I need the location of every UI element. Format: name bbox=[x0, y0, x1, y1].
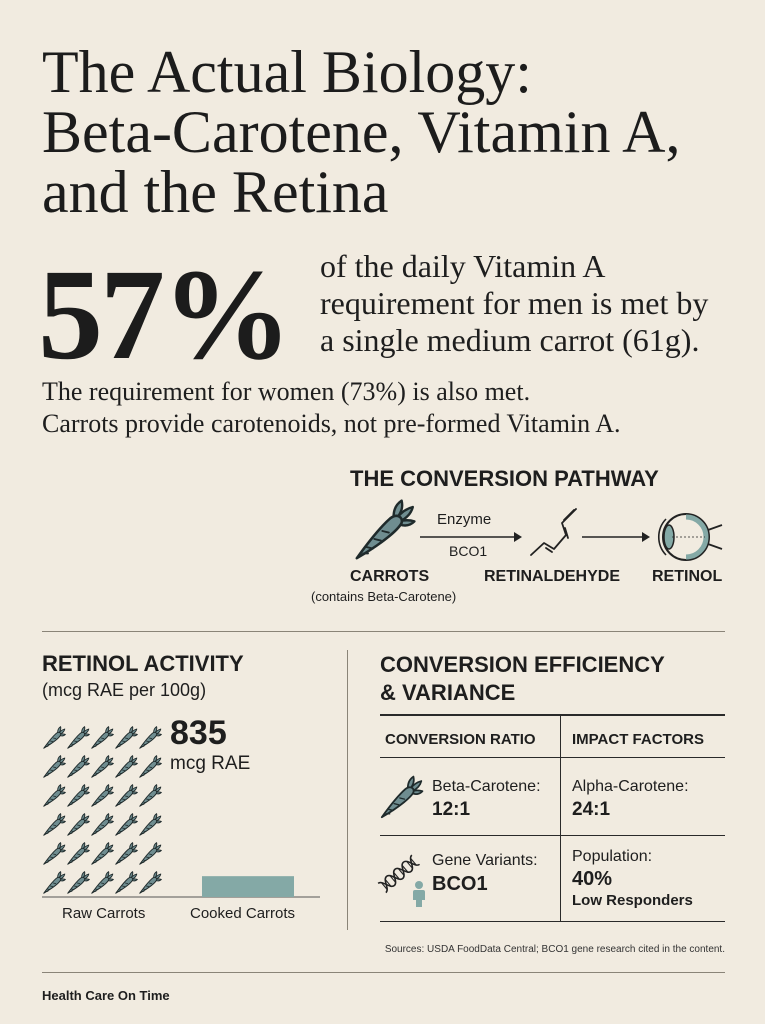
note-line: The requirement for women (73%) is also … bbox=[42, 377, 531, 406]
raw-carrots-icon bbox=[67, 726, 90, 749]
raw-carrots-icon bbox=[67, 871, 90, 894]
raw-carrots-value-label: 835 bbox=[170, 714, 227, 752]
title-line: Beta-Carotene, Vitamin A, bbox=[42, 99, 681, 165]
table-cell-value: 12:1 bbox=[432, 799, 471, 820]
cooked-carrots-bar bbox=[202, 876, 294, 897]
table-cell-value: 40% bbox=[572, 868, 613, 890]
table-header-rule bbox=[380, 757, 725, 758]
table-bottom-rule bbox=[380, 921, 725, 922]
raw-carrots-icon bbox=[43, 842, 66, 865]
raw-carrots-icon bbox=[115, 784, 138, 807]
sources-note: Sources: USDA FoodData Central; BCO1 gen… bbox=[384, 944, 725, 955]
raw-carrots-icon bbox=[115, 813, 138, 836]
headline-stat-description: of the daily Vitamin A requirement for m… bbox=[320, 248, 708, 359]
carrot-icon bbox=[380, 775, 424, 819]
raw-carrots-icon bbox=[91, 755, 114, 778]
raw-carrots-icon bbox=[67, 784, 90, 807]
raw-carrots-unit-label: mcg RAE bbox=[170, 753, 251, 774]
raw-carrots-icon bbox=[139, 784, 162, 807]
table-cell-label: Beta-Carotene: bbox=[432, 778, 541, 795]
table-cell-note: Low Responders bbox=[572, 892, 693, 909]
table-cell-value: BCO1 bbox=[432, 873, 488, 895]
raw-carrots-icon bbox=[43, 755, 66, 778]
raw-carrots-icon bbox=[43, 784, 66, 807]
section-divider bbox=[42, 631, 725, 632]
enzyme-name: BCO1 bbox=[449, 543, 488, 559]
note-paragraph: The requirement for women (73%) is also … bbox=[42, 376, 621, 440]
category-label-cooked: Cooked Carrots bbox=[190, 905, 296, 922]
raw-carrots-icon bbox=[115, 871, 138, 894]
headline-stat-value: 57% bbox=[38, 243, 292, 387]
arrowhead-icon bbox=[514, 532, 522, 542]
note-line: Carrots provide carotenoids, not pre-for… bbox=[42, 409, 621, 438]
category-label-raw: Raw Carrots bbox=[62, 905, 146, 922]
pathway-step-carrots-sublabel: (contains Beta-Carotene) bbox=[311, 589, 457, 604]
footer-divider bbox=[42, 972, 725, 973]
pathway-diagram bbox=[355, 499, 723, 561]
eye-icon bbox=[657, 513, 723, 561]
efficiency-heading-line: & VARIANCE bbox=[380, 680, 516, 705]
table-cell-label: Population: bbox=[572, 848, 653, 865]
chart-subtitle: (mcg RAE per 100g) bbox=[42, 680, 207, 700]
table-header-conversion-ratio: CONVERSION RATIO bbox=[385, 731, 536, 748]
table-cell-label: Alpha-Carotene: bbox=[572, 778, 689, 795]
pathway-step-retinol: RETINOL bbox=[652, 568, 723, 585]
title-line: The Actual Biology: bbox=[42, 39, 532, 105]
raw-carrots-icon bbox=[67, 813, 90, 836]
efficiency-heading-line: CONVERSION EFFICIENCY bbox=[380, 652, 665, 677]
molecule-icon bbox=[530, 508, 577, 556]
headline-line: of the daily Vitamin A bbox=[320, 248, 606, 284]
raw-carrots-icon bbox=[43, 813, 66, 836]
raw-carrots-icon bbox=[67, 755, 90, 778]
pathway-step-carrots: CARROTS bbox=[350, 568, 430, 585]
raw-carrots-icon bbox=[139, 813, 162, 836]
raw-carrots-icon bbox=[91, 813, 114, 836]
table-cell-label: Gene Variants: bbox=[432, 852, 538, 869]
footer-brand: Health Care On Time bbox=[42, 988, 170, 1003]
headline-line: a single medium carrot (61g). bbox=[320, 322, 700, 358]
raw-carrots-icon bbox=[91, 842, 114, 865]
panel-divider bbox=[347, 650, 348, 930]
raw-carrots-icon bbox=[115, 755, 138, 778]
title-line: and the Retina bbox=[42, 159, 389, 225]
raw-carrots-icon bbox=[139, 726, 162, 749]
table-top-rule bbox=[380, 714, 725, 716]
raw-carrots-icon bbox=[139, 755, 162, 778]
arrowhead-icon bbox=[642, 532, 650, 542]
raw-carrots-icon bbox=[91, 871, 114, 894]
pathway-step-retinaldehyde: RETINALDEHYDE bbox=[484, 568, 621, 585]
chart-title: RETINOL ACTIVITY bbox=[42, 651, 244, 676]
pathway-heading: THE CONVERSION PATHWAY bbox=[350, 466, 659, 491]
raw-carrots-icon bbox=[43, 726, 66, 749]
raw-carrots-icon bbox=[91, 726, 114, 749]
raw-carrots-icon bbox=[43, 871, 66, 894]
raw-carrots-icon bbox=[139, 842, 162, 865]
page-title: The Actual Biology: Beta-Carotene, Vitam… bbox=[42, 42, 680, 222]
retinol-activity-chart bbox=[42, 726, 320, 898]
raw-carrots-icon bbox=[115, 726, 138, 749]
raw-carrots-icon bbox=[67, 842, 90, 865]
table-row-rule bbox=[380, 835, 725, 836]
headline-line: requirement for men is met by bbox=[320, 285, 709, 321]
raw-carrots-icon bbox=[115, 842, 138, 865]
dna-person-icon bbox=[377, 854, 425, 907]
table-cell-value: 24:1 bbox=[572, 799, 611, 820]
raw-carrots-icon bbox=[139, 871, 162, 894]
raw-carrots-icon bbox=[91, 784, 114, 807]
carrot-icon bbox=[355, 499, 416, 560]
table-column-divider bbox=[560, 716, 561, 922]
efficiency-heading: CONVERSION EFFICIENCY & VARIANCE bbox=[380, 651, 665, 707]
table-header-impact-factors: IMPACT FACTORS bbox=[572, 731, 704, 748]
enzyme-label: Enzyme bbox=[437, 511, 492, 528]
